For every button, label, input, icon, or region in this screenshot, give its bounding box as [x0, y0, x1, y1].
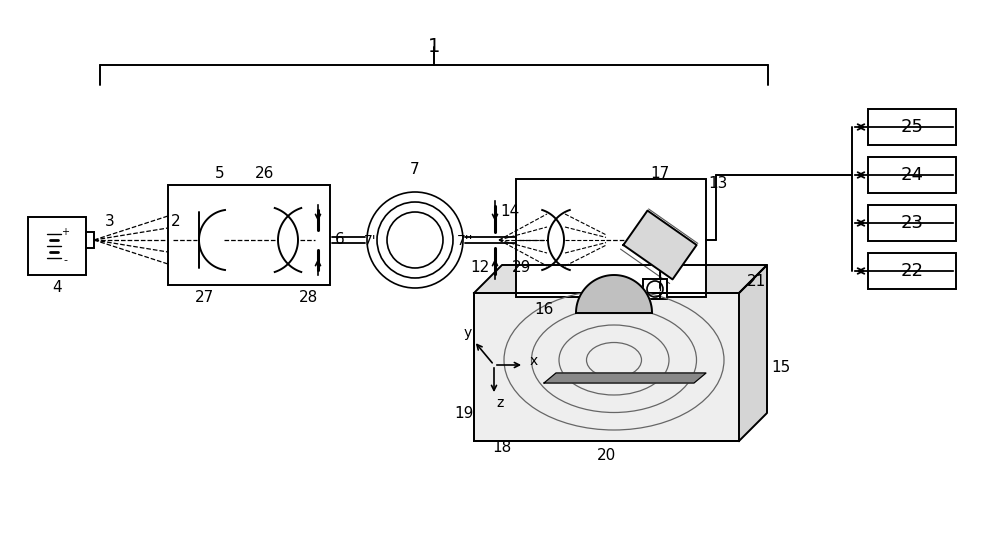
Text: 7: 7 [410, 162, 420, 177]
Text: 3: 3 [105, 213, 115, 228]
Polygon shape [474, 265, 767, 293]
Text: 17: 17 [650, 165, 670, 180]
Text: +: + [61, 227, 69, 237]
Text: 7': 7' [364, 234, 376, 248]
Text: 15: 15 [771, 360, 791, 374]
Text: 21: 21 [747, 273, 767, 288]
Bar [168, 185, 330, 285]
Text: x: x [530, 354, 538, 368]
Text: z: z [496, 396, 504, 410]
Bar [474, 293, 739, 441]
Polygon shape [739, 265, 767, 441]
Polygon shape [544, 373, 706, 383]
Bar [28, 217, 86, 275]
Text: 22: 22 [900, 262, 924, 280]
Bar [868, 109, 956, 145]
Bar [868, 157, 956, 193]
Text: 7'': 7'' [457, 234, 473, 248]
Text: 28: 28 [298, 289, 318, 304]
Text: 4: 4 [52, 279, 62, 294]
Text: 29: 29 [512, 259, 532, 274]
Text: -: - [63, 255, 67, 265]
Text: 5: 5 [215, 165, 225, 180]
Text: 20: 20 [596, 447, 616, 462]
Text: y: y [464, 326, 472, 340]
Bar [868, 253, 956, 289]
Bar [86, 232, 94, 248]
Text: 12: 12 [470, 259, 490, 274]
Text: 27: 27 [194, 289, 214, 304]
Text: 1: 1 [428, 37, 440, 57]
Text: 16: 16 [534, 302, 554, 317]
Text: 24: 24 [900, 166, 924, 184]
Text: 6: 6 [335, 232, 345, 247]
Bar [868, 205, 956, 241]
Polygon shape [623, 211, 697, 279]
Text: 2: 2 [171, 213, 181, 228]
Bar [516, 179, 706, 297]
Text: 13: 13 [708, 175, 728, 190]
Text: 23: 23 [900, 214, 924, 232]
Text: 19: 19 [454, 406, 474, 421]
Text: 18: 18 [492, 439, 512, 455]
Text: 25: 25 [900, 118, 924, 136]
Text: 14: 14 [500, 203, 520, 218]
Bar [643, 279, 667, 299]
Text: 26: 26 [255, 165, 275, 180]
Bar [474, 293, 739, 441]
